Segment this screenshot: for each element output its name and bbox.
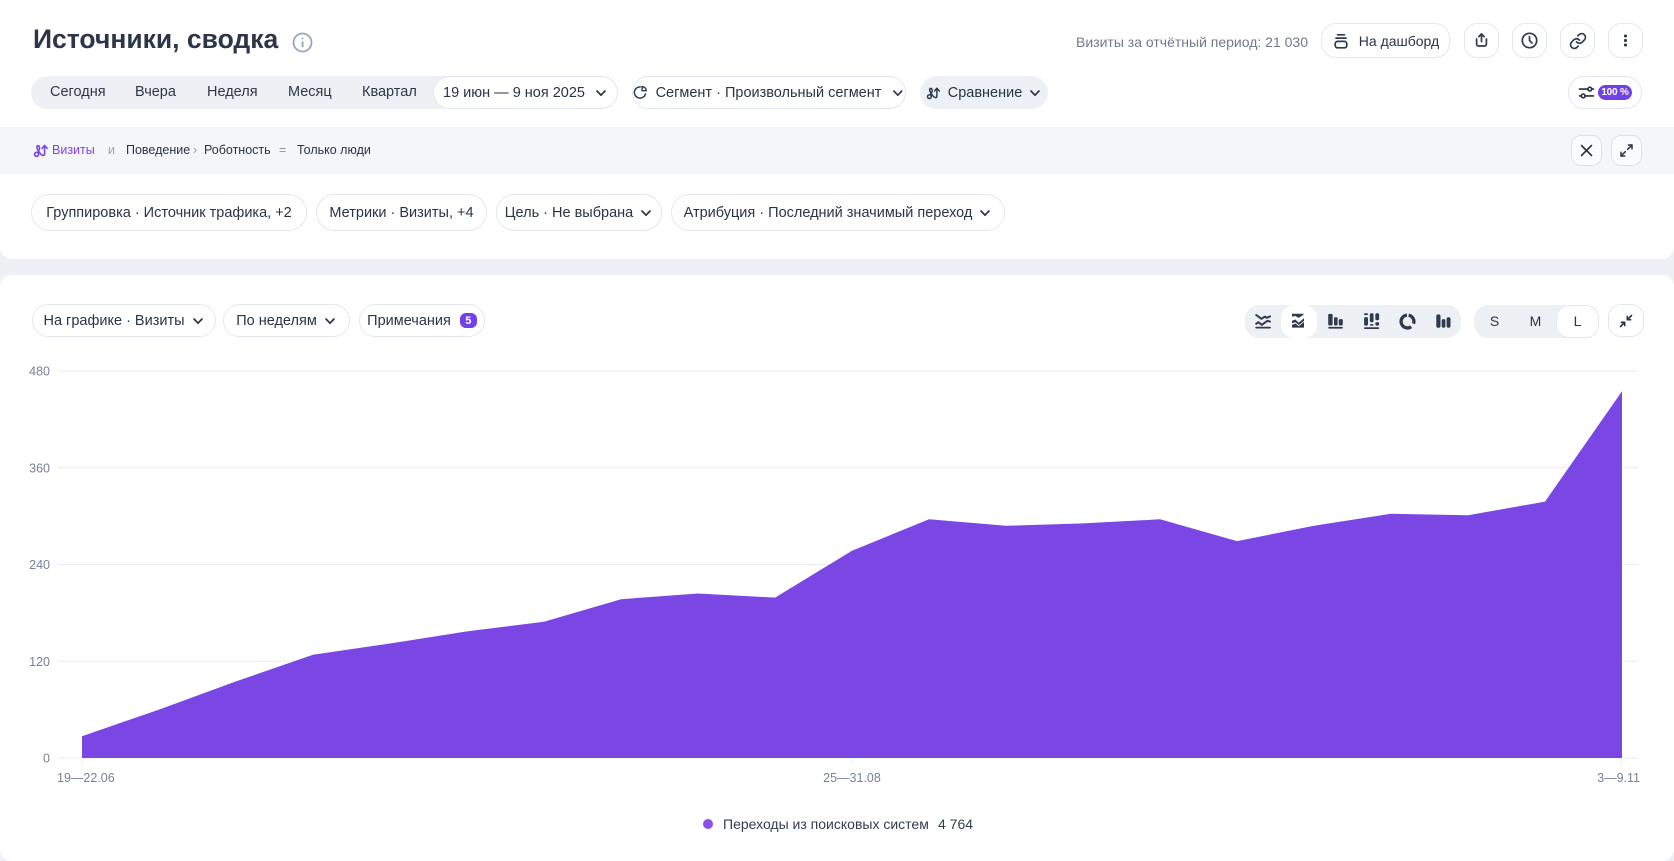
svg-text:0: 0	[43, 752, 50, 766]
svg-text:360: 360	[29, 461, 50, 475]
svg-text:240: 240	[29, 558, 50, 572]
svg-text:120: 120	[29, 655, 50, 669]
svg-text:3—9.11: 3—9.11	[1597, 771, 1640, 785]
svg-text:480: 480	[29, 365, 50, 379]
svg-text:25—31.08: 25—31.08	[823, 771, 881, 785]
svg-text:19—22.06: 19—22.06	[57, 771, 115, 785]
